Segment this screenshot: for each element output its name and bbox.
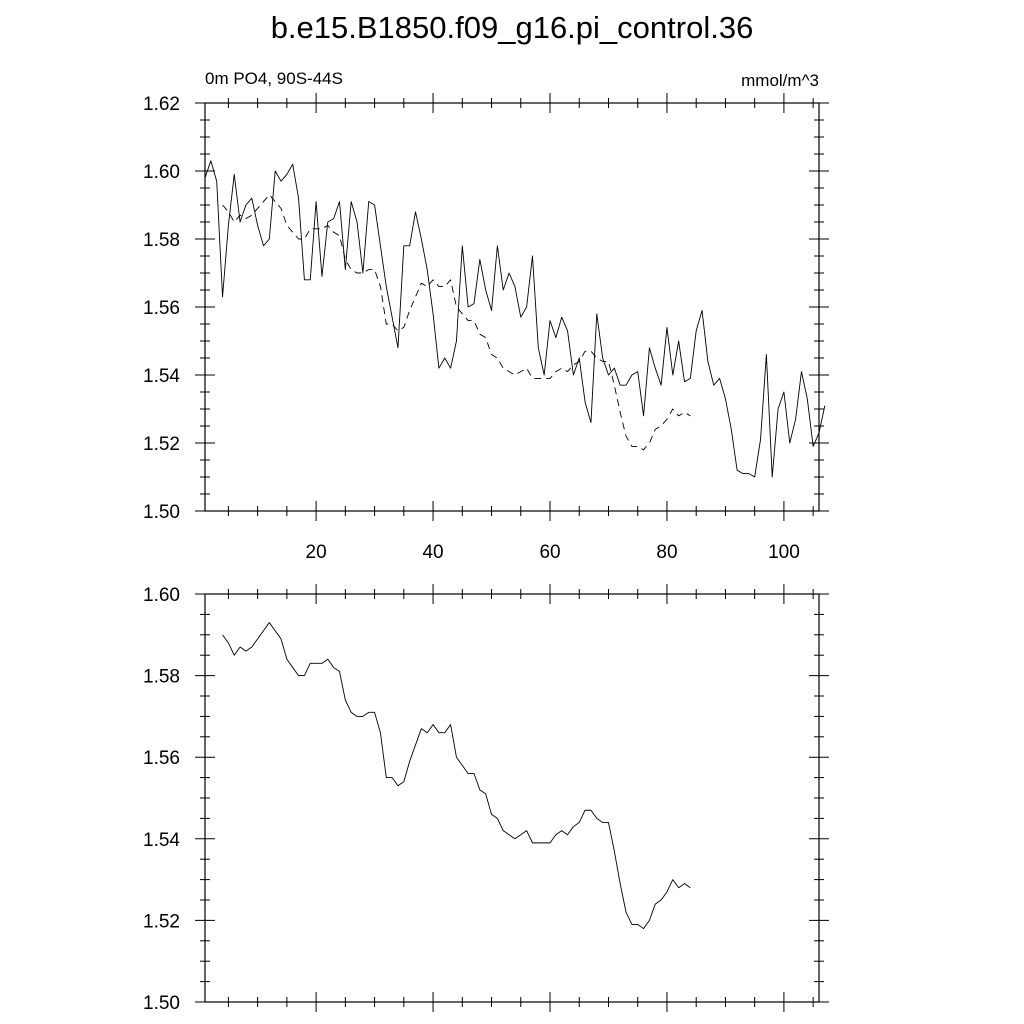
bottom-ytick-label: 1.56: [143, 748, 180, 769]
figure-title: b.e15.B1850.f09_g16.pi_control.36: [271, 10, 754, 45]
bottom-series-line-solid: [222, 622, 691, 930]
top-panel-subtitle-right: mmol/m^3: [741, 71, 819, 90]
bottom-ytick-label: 1.52: [143, 911, 180, 932]
bottom-ytick-label: 1.60: [143, 585, 180, 606]
top-ytick-label: 1.62: [143, 94, 180, 115]
top-xtick-label: 40: [422, 542, 443, 563]
top-ytick-label: 1.58: [143, 230, 180, 251]
top-series-line-solid: [204, 160, 826, 478]
bottom-ytick-label: 1.54: [143, 830, 180, 851]
bottom-ytick-label: 1.58: [143, 667, 180, 688]
top-xtick-label: 20: [306, 542, 327, 563]
top-xtick-label: 100: [768, 542, 800, 563]
bottom-panel: 1.50 1.52 1.54 1.56 1.58 1.60: [143, 584, 829, 1014]
top-series-line-dashed: [222, 194, 691, 451]
top-ytick-label: 1.52: [143, 434, 180, 455]
top-xtick-label: 60: [539, 542, 560, 563]
top-ytick-label: 1.60: [143, 162, 180, 183]
top-panel: 0m PO4, 90S-44S mmol/m^3 1.50 1.52 1.54 1.5…: [143, 69, 829, 563]
top-ytick-label: 1.54: [143, 366, 180, 387]
top-xtick-label: 80: [656, 542, 677, 563]
top-panel-subtitle-left: 0m PO4, 90S-44S: [205, 69, 343, 88]
bottom-ytick-label: 1.50: [143, 993, 180, 1014]
top-ytick-label: 1.50: [143, 502, 180, 523]
top-ytick-label: 1.56: [143, 298, 180, 319]
